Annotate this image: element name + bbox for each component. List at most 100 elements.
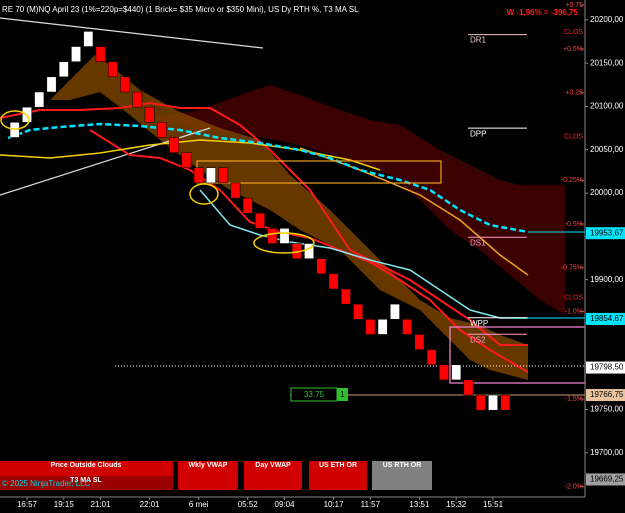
price-marker [586, 227, 625, 240]
y2-tick-label: +0.5% [563, 46, 583, 53]
highlight [253, 232, 315, 254]
y-tick-label: 20150,00 [590, 58, 624, 67]
brick [426, 349, 437, 365]
y-tick-label: 20200,00 [590, 15, 624, 24]
brick [169, 137, 180, 153]
brick [328, 273, 339, 290]
order-quantity: 1 [340, 390, 345, 399]
band-line [0, 101, 528, 346]
button[interactable] [178, 461, 238, 490]
annotation: CLOS [564, 295, 583, 302]
brick [218, 167, 229, 184]
x-tick-label: 6 mei [189, 500, 209, 509]
ma-line [0, 139, 381, 171]
brick [132, 91, 143, 108]
y2-tick-label: -0.25% [561, 177, 583, 184]
x-tick-label: 09:04 [275, 500, 296, 509]
brick [439, 364, 449, 381]
brick [316, 258, 327, 275]
t3-ma [7, 122, 529, 234]
price-marker-label: 19953,67 [590, 228, 624, 237]
brick [402, 319, 413, 335]
copyright: © 2025 NinjaTrader, LLC [2, 479, 91, 488]
button[interactable] [244, 461, 302, 490]
y-tick-label: 20000,00 [590, 188, 624, 197]
brick [107, 61, 118, 78]
level-label: DS2 [470, 335, 486, 344]
ma-line [299, 147, 529, 276]
trend-line [0, 17, 264, 49]
highlight [189, 183, 219, 205]
brick [242, 197, 253, 214]
brick [120, 76, 131, 93]
marks [9, 31, 511, 411]
price-marker [586, 389, 625, 402]
brick [83, 31, 94, 47]
brick [58, 61, 69, 78]
highlight [0, 110, 30, 130]
price-marker-label: 19766,75 [590, 390, 624, 399]
brick [451, 364, 462, 381]
price-marker-label: 19798,50 [590, 363, 624, 372]
brick [463, 379, 474, 396]
brick [71, 46, 81, 62]
level-label: DPP [470, 129, 486, 138]
button-base [0, 476, 173, 490]
button[interactable] [0, 461, 173, 476]
level-label: DR1 [470, 36, 487, 45]
x-tick-label: 16:57 [17, 500, 38, 509]
x-tick-label: 15:32 [446, 500, 467, 509]
x-tick-label: 22:01 [140, 500, 161, 509]
price-marker-label: 19854,67 [590, 314, 624, 323]
level-label: WPP [470, 319, 488, 328]
y2-tick-label: -0.75% [561, 265, 583, 272]
price-marker-label: 19669,25 [590, 475, 624, 484]
y-tick-label: 19900,00 [590, 275, 624, 284]
brick [206, 167, 216, 184]
button-label: US RTH OR [383, 462, 422, 469]
price-marker [586, 473, 625, 486]
brick [9, 122, 20, 138]
button-label: Price Outside Clouds [51, 462, 122, 469]
y2-tick-label: +0.75 [565, 2, 583, 9]
brick [181, 152, 192, 169]
button-label: Day VWAP [255, 462, 291, 469]
brick [156, 122, 167, 138]
x-tick-label: 11:57 [361, 500, 381, 509]
y-tick-label: 19700,00 [590, 448, 624, 457]
x-tick-label: 15:51 [483, 500, 504, 509]
y2-tick-label: -2.0% [565, 483, 583, 490]
brick [144, 106, 155, 123]
x-tick-label: 05:52 [238, 500, 259, 509]
y2-tick-label: +0.25 [565, 90, 583, 97]
cloud-brown [50, 55, 528, 380]
brick [488, 394, 498, 411]
button-label: Wkly VWAP [189, 462, 228, 469]
order-offset: 33.75 [304, 390, 325, 399]
y2-tick-label: -1.0% [565, 308, 583, 315]
brick [34, 91, 45, 108]
brick [255, 212, 265, 229]
brick [230, 182, 241, 199]
brick [475, 394, 486, 411]
button-sub-label: T3 MA SL [70, 477, 102, 484]
order-qty-box[interactable] [337, 388, 348, 401]
brick [389, 303, 400, 320]
brick [193, 167, 204, 184]
brick [95, 46, 106, 62]
brick [500, 394, 511, 411]
ma-line [199, 189, 528, 319]
level-label: DS1 [470, 238, 486, 247]
button[interactable] [309, 461, 367, 490]
x-tick-label: 19:15 [54, 500, 75, 509]
button-label: US ETH OR [319, 462, 357, 469]
brick [377, 319, 388, 335]
button[interactable] [372, 461, 432, 490]
x-tick-label: 10:17 [324, 500, 345, 509]
chart-title: RE 70 (M)NQ April 23 (1%=220p=$440) (1 B… [2, 5, 359, 14]
price-marker [586, 312, 625, 325]
brick [353, 303, 364, 320]
brick [46, 76, 57, 93]
